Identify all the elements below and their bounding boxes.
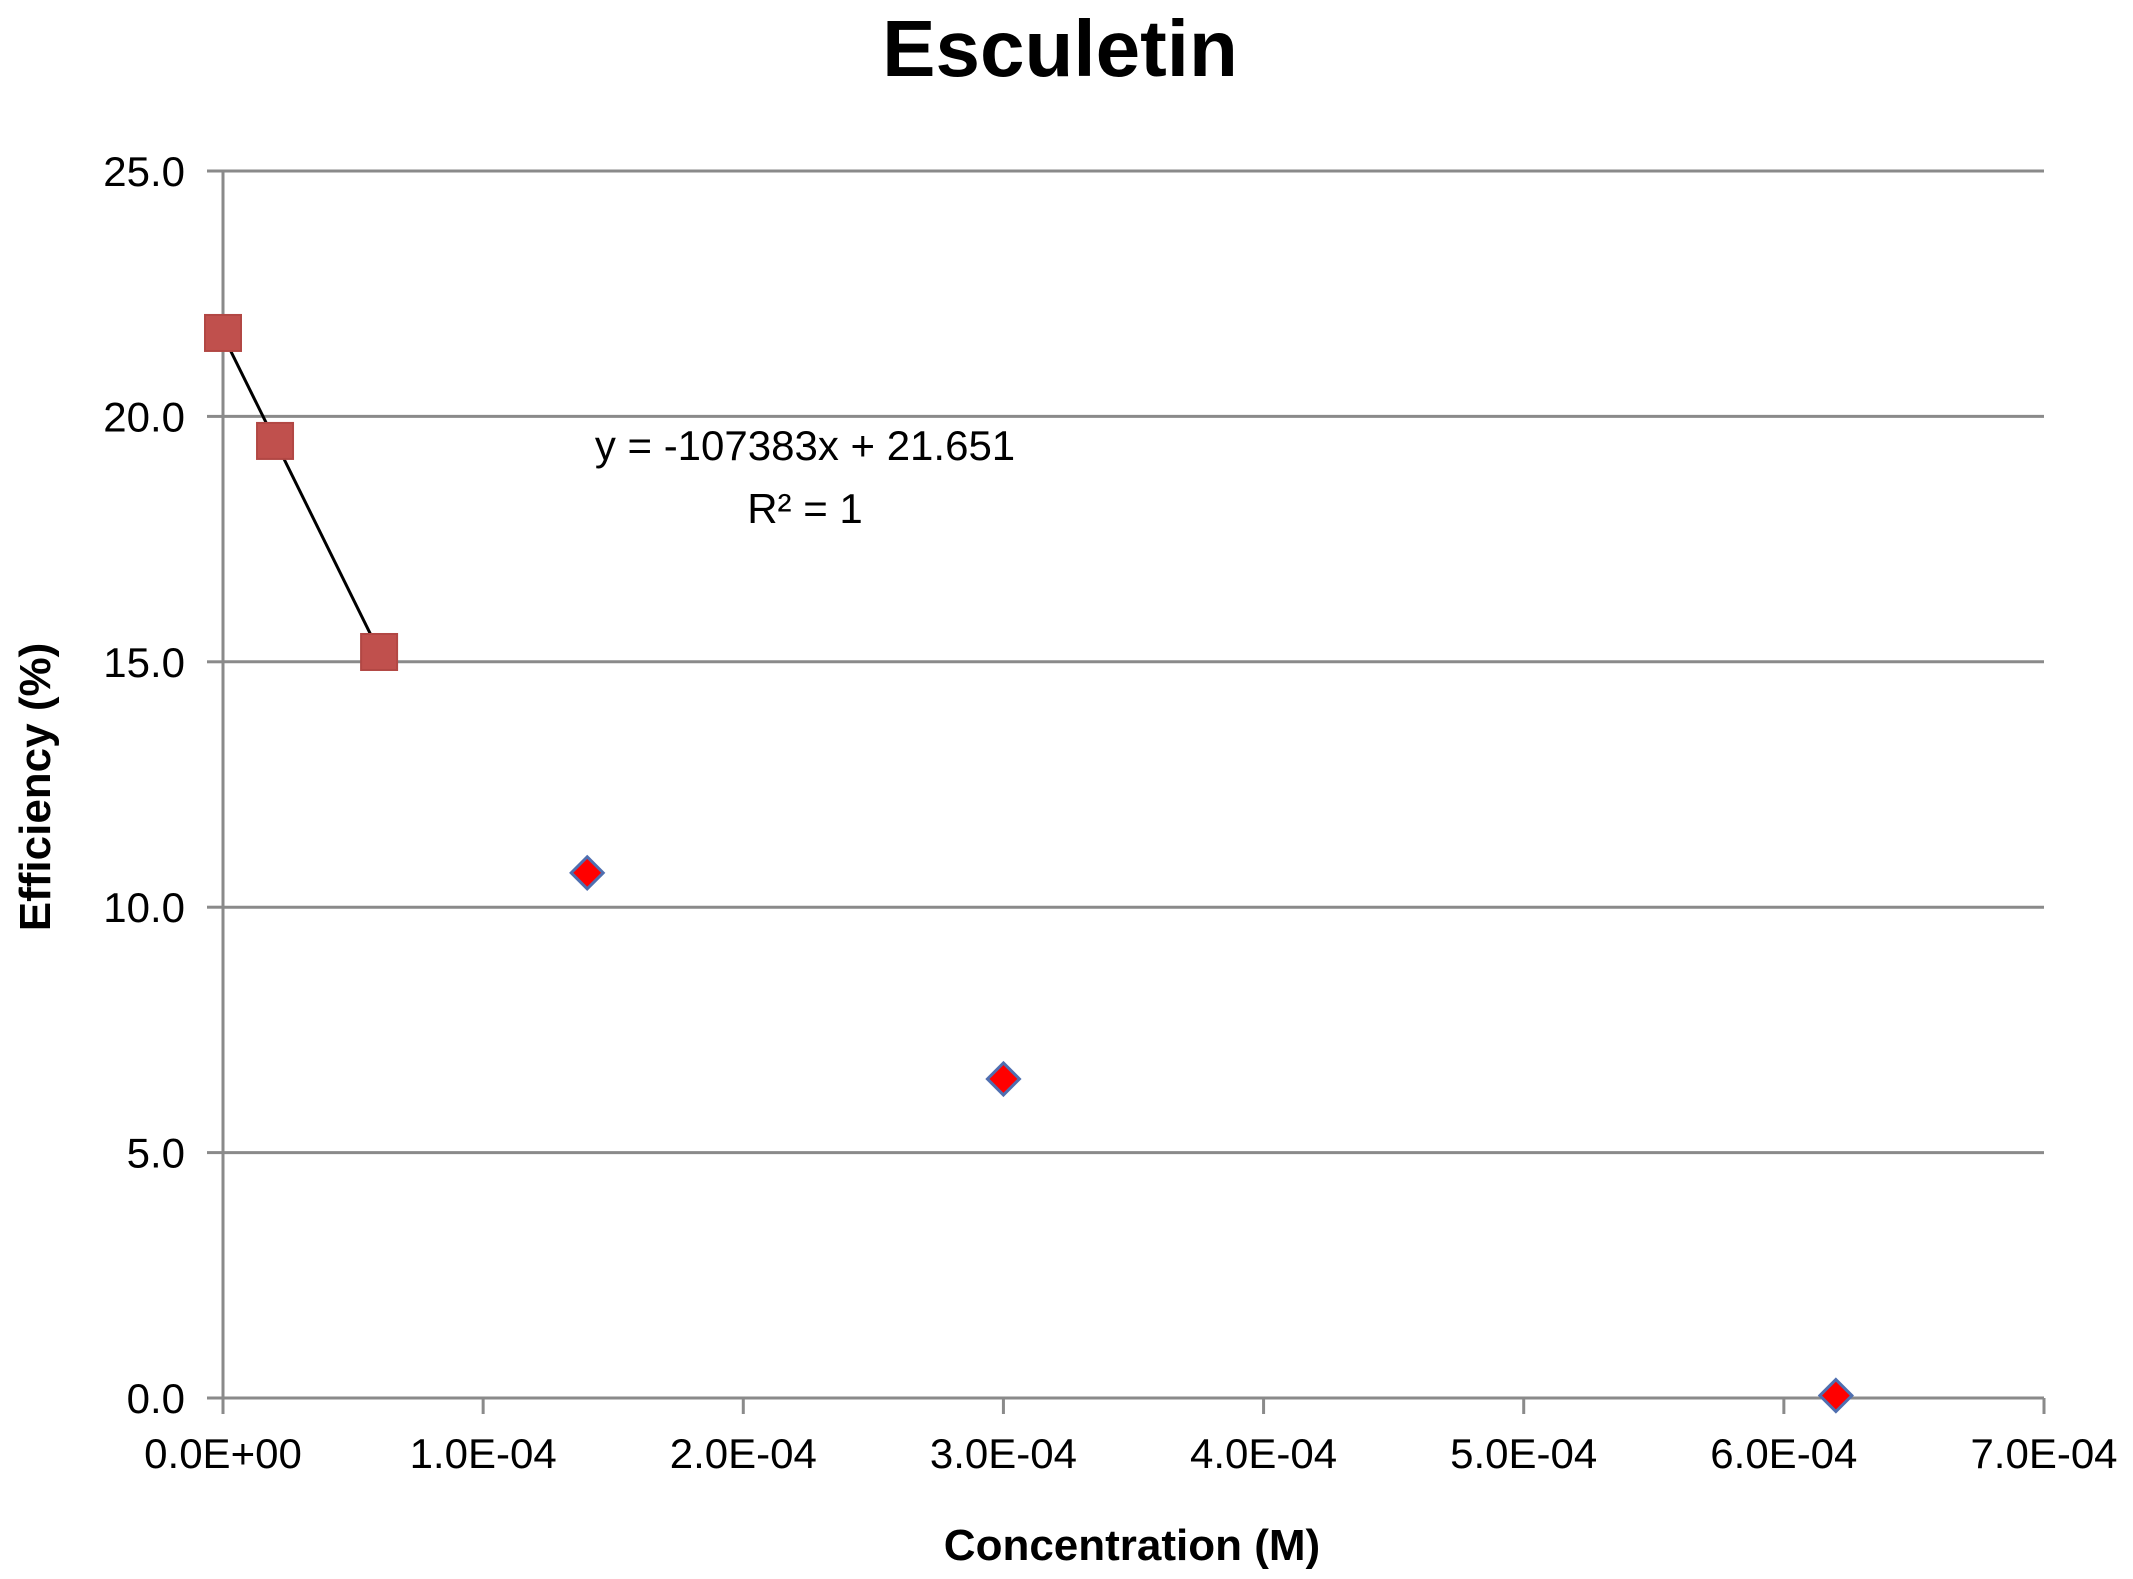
x-tick-label: 6.0E-04	[1710, 1430, 1857, 1477]
trendline-r-squared: R² = 1	[747, 485, 863, 532]
gridlines	[223, 169, 2044, 1155]
square-data-point	[360, 632, 399, 671]
square-data-point	[256, 421, 295, 460]
y-axis-title: Efficiency (%)	[11, 643, 60, 932]
chart-title: Esculetin	[882, 4, 1238, 93]
diamond-data-point	[985, 1060, 1022, 1098]
trendline-equation: y = -107383x + 21.651	[595, 422, 1015, 469]
x-tick-label: 2.0E-04	[670, 1430, 817, 1477]
y-tick-label: 5.0	[127, 1130, 185, 1177]
trendline-group	[221, 334, 381, 653]
y-tick-label: 20.0	[103, 393, 185, 440]
y-tick-label: 15.0	[103, 639, 185, 686]
data-points	[204, 313, 1855, 1414]
y-tick-label: 0.0	[127, 1375, 185, 1422]
trendline	[221, 334, 381, 653]
diamond-data-point	[1817, 1377, 1855, 1414]
y-tick-label: 10.0	[103, 884, 185, 931]
x-tick-label: 4.0E-04	[1190, 1430, 1337, 1477]
x-tick-label: 7.0E-04	[1970, 1430, 2117, 1477]
y-tick-label: 25.0	[103, 148, 185, 195]
x-tick-label: 5.0E-04	[1450, 1430, 1597, 1477]
axes	[221, 171, 2044, 1400]
diamond-data-point	[569, 854, 606, 891]
x-tick-label: 0.0E+00	[144, 1430, 302, 1477]
y-axis-ticks: 0.0 5.0 10.0 15.0 20.0 25.0	[103, 148, 223, 1422]
x-tick-label: 1.0E-04	[410, 1430, 557, 1477]
x-axis-ticks: 0.0E+00 1.0E-04 2.0E-04 3.0E-04 4.0E-04 5.0E-…	[144, 1398, 2118, 1477]
square-data-point	[204, 313, 242, 352]
x-tick-label: 3.0E-04	[930, 1430, 1077, 1477]
x-axis-title: Concentration (M)	[944, 1521, 1320, 1570]
